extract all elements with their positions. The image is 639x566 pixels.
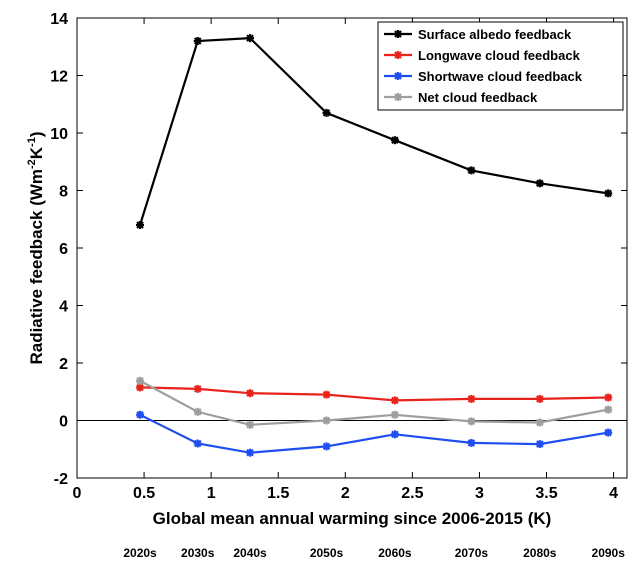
axes: 0 0.5 1 1.5 2 2.5 3 3.5 4 -2 0 2 4 6 8 10 12 14 2020s 2030s… <box>50 11 628 560</box>
x-tick-label: 1 <box>207 485 216 502</box>
decade-label: 2090s <box>592 546 626 560</box>
decade-label: 2070s <box>455 546 489 560</box>
x-tick-label: 0 <box>73 485 82 502</box>
y-axis-title-mid: K <box>27 146 46 159</box>
data-point <box>322 442 331 451</box>
data-point <box>604 393 613 402</box>
data-point <box>535 179 544 188</box>
legend-label: Surface albedo feedback <box>418 27 572 42</box>
data-point <box>136 221 145 229</box>
x-tick-label: 3.5 <box>535 485 557 502</box>
x-tick-label: 3 <box>475 485 484 502</box>
data-point <box>246 420 255 429</box>
data-point <box>322 390 331 399</box>
data-point <box>136 376 145 385</box>
legend-marker <box>394 51 402 59</box>
decade-label: 2080s <box>523 546 557 560</box>
data-point <box>390 430 399 439</box>
series-line <box>138 36 609 226</box>
series-line <box>139 386 609 402</box>
data-point <box>390 396 399 405</box>
y-tick-label: 4 <box>59 299 68 316</box>
x-tick-label: 2 <box>341 485 350 502</box>
data-point <box>604 428 613 437</box>
legend: Surface albedo feedback Longwave cloud fe… <box>377 21 624 111</box>
data-point <box>535 394 544 403</box>
data-point <box>193 439 202 448</box>
y-tick-label: 6 <box>59 241 68 258</box>
x-tick-label: 0.5 <box>133 485 155 502</box>
legend-label: Shortwave cloud feedback <box>418 69 583 84</box>
data-point <box>467 438 476 447</box>
data-point <box>193 384 202 393</box>
legend-entry: Longwave cloud feedback <box>384 48 581 63</box>
legend-marker <box>394 72 402 80</box>
data-point <box>193 37 202 45</box>
data-point <box>604 405 613 414</box>
y-tick-label: -2 <box>54 471 68 488</box>
series-layer <box>136 34 613 457</box>
data-point <box>322 416 331 425</box>
decade-label: 2050s <box>310 546 344 560</box>
y-tick-label: 12 <box>50 69 68 86</box>
data-point <box>535 440 544 449</box>
data-point <box>246 34 255 43</box>
legend-marker <box>394 93 402 101</box>
y-tick-label: 10 <box>50 126 68 143</box>
data-point <box>322 108 331 117</box>
series-0 <box>136 34 613 229</box>
x-tick-label: 2.5 <box>401 485 423 502</box>
y-axis-title-main: Radiative feedback (Wm <box>27 169 46 365</box>
series-1 <box>136 383 613 405</box>
y-tick-label: 8 <box>59 184 68 201</box>
data-point <box>390 136 399 145</box>
y-tick-label: 2 <box>59 356 68 373</box>
decade-label: 2040s <box>233 546 267 560</box>
legend-entry: Surface albedo feedback <box>384 27 572 42</box>
series-line <box>139 413 609 454</box>
data-point <box>246 448 255 457</box>
data-point <box>390 410 399 419</box>
legend-entry: Net cloud feedback <box>384 90 538 105</box>
legend-marker <box>394 30 402 38</box>
data-point <box>467 394 476 403</box>
series-2 <box>136 410 613 457</box>
decade-label: 2020s <box>123 546 157 560</box>
y-axis-title-sup1: -2 <box>26 159 38 169</box>
data-point <box>467 417 476 426</box>
data-point <box>604 189 613 198</box>
decade-label: 2030s <box>181 546 215 560</box>
series-line <box>139 379 609 426</box>
data-point <box>535 418 544 427</box>
data-point <box>136 410 145 419</box>
y-tick-label: 0 <box>59 414 68 431</box>
y-axis-title-end: ) <box>27 131 46 137</box>
legend-label: Longwave cloud feedback <box>418 48 581 63</box>
data-point <box>467 166 476 175</box>
x-tick-label: 1.5 <box>267 485 289 502</box>
data-point <box>246 389 255 398</box>
legend-box <box>377 21 624 111</box>
y-axis-title-sup2: -1 <box>26 137 38 147</box>
series-3 <box>136 376 613 429</box>
decade-label: 2060s <box>378 546 412 560</box>
x-tick-label: 4 <box>609 485 618 502</box>
y-axis-title: Radiative feedback (Wm-2K-1) <box>26 131 46 364</box>
legend-label: Net cloud feedback <box>418 90 538 105</box>
y-tick-label: 14 <box>50 11 68 28</box>
x-axis-title: Global mean annual warming since 2006-20… <box>153 509 552 528</box>
legend-entry: Shortwave cloud feedback <box>384 69 583 84</box>
data-point <box>193 407 202 416</box>
